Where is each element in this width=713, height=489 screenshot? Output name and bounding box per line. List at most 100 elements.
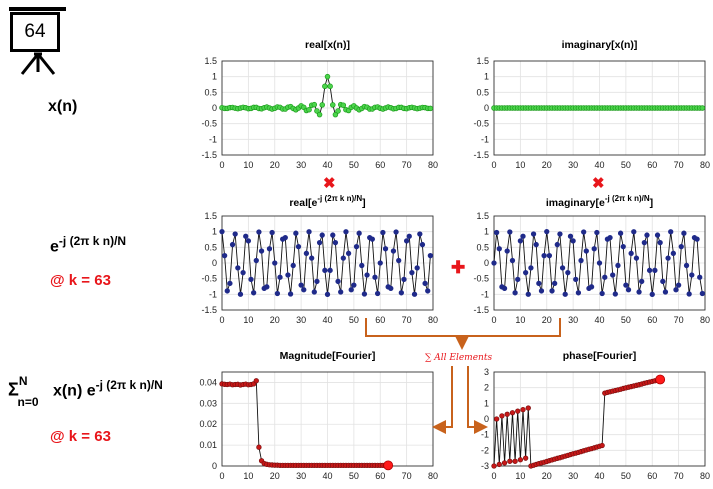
x-tick-label: 50 [621, 160, 631, 170]
data-point [343, 229, 349, 235]
x-tick-label: 50 [621, 471, 631, 481]
data-point [562, 291, 568, 297]
data-point [639, 278, 645, 285]
data-point [332, 240, 339, 246]
data-point [314, 278, 320, 285]
data-point [660, 278, 666, 285]
data-point [533, 241, 539, 248]
data-point [319, 232, 325, 238]
x-tick-label: 10 [243, 471, 253, 481]
data-point [615, 262, 621, 269]
data-point [361, 291, 368, 297]
data-point [596, 260, 603, 266]
data-point [419, 241, 426, 248]
chart-magnitude: 0 10 20 30 40 50 60 70 80 0.04 0.03 0.02 0.01 0 Magnit… [199, 350, 438, 481]
data-point [665, 255, 671, 261]
chart-title: phase[Fourier] [563, 350, 637, 362]
data-point [504, 248, 510, 254]
data-point [272, 260, 278, 266]
chart-phase: 0 10 20 30 40 50 60 70 803210-1-2-3phase[Fourier… [481, 350, 710, 481]
x-tick-label: 70 [402, 160, 412, 170]
x-tick-label: 30 [568, 471, 578, 481]
x-tick-label: 0 [491, 315, 496, 325]
data-point [528, 265, 534, 271]
sum-body: x(n) e [52, 382, 96, 400]
data-point [501, 460, 508, 466]
x-tick-label: 30 [568, 160, 578, 170]
data-point [269, 229, 275, 236]
data-point [427, 105, 434, 112]
data-point [390, 248, 397, 254]
data-point [388, 285, 394, 291]
data-point [541, 253, 547, 259]
x-tick-label: 80 [428, 160, 438, 170]
data-point [372, 274, 378, 280]
data-point [499, 413, 505, 419]
data-point [507, 229, 513, 235]
data-point [411, 291, 418, 297]
data-point [641, 240, 647, 246]
data-point [335, 278, 341, 285]
data-point [303, 250, 310, 256]
x-tick-label: 80 [700, 160, 710, 170]
y-tick-label: -0.5 [201, 119, 217, 129]
data-point [293, 230, 299, 236]
data-point [393, 229, 399, 235]
data-point [290, 262, 296, 269]
data-point [549, 288, 555, 294]
data-point [536, 280, 542, 286]
data-point [523, 455, 529, 461]
data-point [507, 458, 513, 464]
y-tick-label: 0.5 [476, 242, 489, 252]
data-point [652, 267, 658, 273]
data-point [353, 243, 360, 250]
data-point [335, 108, 341, 114]
data-point [567, 233, 574, 239]
sum-sigma: Σ [8, 379, 19, 400]
data-point [237, 291, 244, 297]
data-point [264, 284, 270, 290]
y-tick-label: 0.01 [199, 440, 217, 450]
y-tick-label: 0.04 [199, 377, 217, 387]
y-tick-label: 0.5 [204, 242, 217, 252]
data-point [324, 73, 331, 80]
data-point [699, 290, 706, 297]
data-point [525, 291, 531, 297]
kernel-label: e-j (2π k n)/N [50, 234, 126, 256]
kernel-k-label: @ k = 63 [50, 272, 111, 289]
y-tick-label: 1.5 [204, 56, 217, 66]
y-tick-label: -1 [481, 430, 489, 440]
data-point [520, 406, 526, 413]
sum-k-label: @ k = 63 [50, 428, 111, 445]
x-tick-label: 0 [219, 315, 224, 325]
data-point [250, 290, 257, 296]
multiply-symbol-right: ✖ [592, 175, 605, 192]
y-tick-label: 1 [484, 398, 489, 408]
data-point [327, 267, 333, 273]
data-point [602, 274, 608, 280]
y-tick-label: 0.5 [204, 87, 217, 97]
data-point [356, 230, 362, 236]
y-tick-label: -1.5 [201, 305, 217, 315]
x-tick-label: 60 [375, 471, 385, 481]
data-point [546, 253, 553, 259]
data-point [327, 83, 333, 90]
x-tick-label: 0 [219, 160, 224, 170]
data-point [565, 270, 571, 276]
data-point [496, 246, 502, 252]
data-point [380, 229, 386, 236]
data-point [673, 287, 679, 293]
chart-real_kernel: 0 10 20 30 40 50 60 70 80 1.5 1 0.5 0 -0.5 -1 -1.5 real[… [201, 194, 438, 325]
y-tick-label: 2 [484, 383, 489, 393]
data-point [382, 246, 389, 252]
x-tick-label: 40 [322, 471, 332, 481]
data-point [530, 231, 537, 237]
data-point [633, 255, 640, 261]
y-tick-label: 1 [212, 227, 217, 237]
x-tick-label: 20 [270, 315, 280, 325]
xn-label: x(n) [48, 98, 78, 115]
data-point [515, 408, 521, 414]
data-point [232, 231, 238, 237]
x-tick-label: 20 [542, 160, 552, 170]
